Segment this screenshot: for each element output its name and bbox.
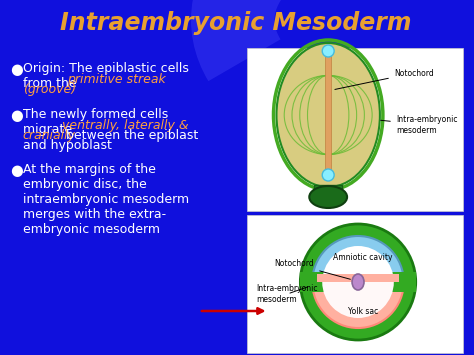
Text: ventrally, laterally &: ventrally, laterally &	[62, 119, 188, 131]
Text: ●: ●	[10, 163, 23, 178]
Wedge shape	[312, 282, 404, 328]
FancyBboxPatch shape	[246, 48, 464, 211]
Wedge shape	[322, 282, 394, 318]
Polygon shape	[314, 185, 342, 193]
Bar	[317, 274, 399, 282]
Text: Amniotic cavity: Amniotic cavity	[333, 252, 393, 262]
Text: Intraembryonic Mesoderm: Intraembryonic Mesoderm	[60, 11, 411, 35]
Wedge shape	[312, 236, 404, 282]
Text: primitive streak: primitive streak	[67, 72, 165, 86]
Bar	[301, 272, 416, 292]
Text: The newly formed cells
migrate: The newly formed cells migrate	[23, 108, 168, 136]
Text: Intra-embryonic
mesoderm: Intra-embryonic mesoderm	[381, 115, 457, 135]
Text: cranially: cranially	[23, 129, 76, 142]
Text: Yolk sac: Yolk sac	[348, 307, 378, 317]
Text: Origin: The epiblastic cells
from the: Origin: The epiblastic cells from the	[23, 62, 189, 90]
Ellipse shape	[352, 274, 364, 290]
Circle shape	[322, 169, 334, 181]
Polygon shape	[325, 55, 331, 172]
Text: ●: ●	[10, 62, 23, 77]
Circle shape	[301, 224, 416, 340]
Text: ●: ●	[10, 108, 23, 123]
Wedge shape	[322, 246, 394, 282]
FancyBboxPatch shape	[246, 215, 464, 353]
Ellipse shape	[276, 43, 380, 187]
Ellipse shape	[310, 186, 347, 208]
Text: and hypoblast: and hypoblast	[23, 140, 112, 153]
Text: Notochord: Notochord	[335, 69, 434, 89]
Text: Notochord: Notochord	[274, 260, 350, 279]
Text: between the epiblast: between the epiblast	[62, 129, 198, 142]
Circle shape	[322, 45, 334, 57]
Text: (groove): (groove)	[23, 83, 76, 96]
Text: Intra-embryonic
mesoderm: Intra-embryonic mesoderm	[256, 284, 318, 304]
Text: At the margins of the
embryonic disc, the
intraembryonic mesoderm
merges with th: At the margins of the embryonic disc, th…	[23, 163, 189, 236]
